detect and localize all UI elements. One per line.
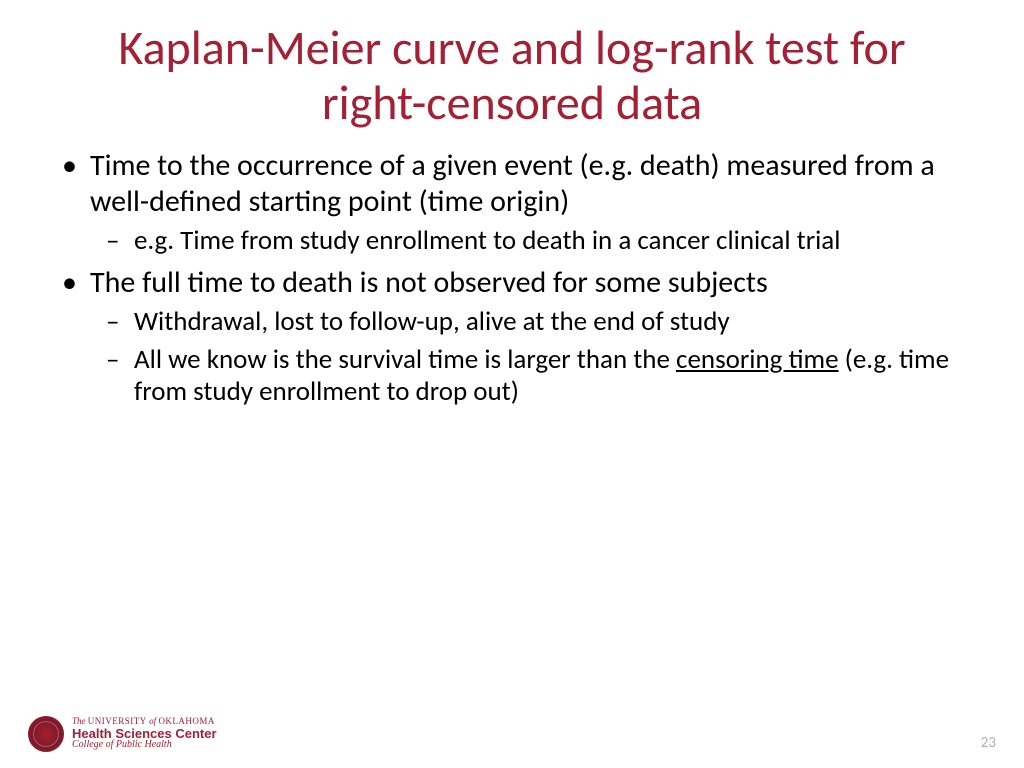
bullet-item: The full time to death is not observed f… [90, 265, 974, 408]
university-logo: The UNIVERSITY of OKLAHOMA Health Scienc… [28, 716, 217, 752]
slide-footer: The UNIVERSITY of OKLAHOMA Health Scienc… [28, 716, 996, 752]
bullet-list: Time to the occurrence of a given event … [50, 148, 974, 408]
bullet-text: The full time to death is not observed f… [90, 264, 768, 301]
sub-bullet-item: All we know is the survival time is larg… [134, 344, 974, 408]
sub-bullet-text-part: All we know is the survival time is larg… [134, 343, 676, 376]
sub-bullet-text: Withdrawal, lost to follow-up, alive at … [134, 305, 730, 338]
logo-text-block: The UNIVERSITY of OKLAHOMA Health Scienc… [72, 717, 217, 751]
sub-bullet-item: Withdrawal, lost to follow-up, alive at … [134, 306, 974, 338]
logo-text-part: The [72, 716, 88, 726]
underlined-term: censoring time [676, 343, 839, 376]
slide-body: Time to the occurrence of a given event … [50, 148, 974, 408]
bullet-item: Time to the occurrence of a given event … [90, 148, 974, 257]
bullet-text: Time to the occurrence of a given event … [90, 147, 935, 219]
page-number: 23 [981, 734, 996, 752]
sub-bullet-list: Withdrawal, lost to follow-up, alive at … [90, 306, 974, 408]
sub-bullet-item: e.g. Time from study enrollment to death… [134, 225, 974, 257]
logo-line-2: Health Sciences Center [72, 727, 217, 741]
logo-text-part: UNIVERSITY [88, 716, 149, 726]
sub-bullet-text: e.g. Time from study enrollment to death… [134, 224, 840, 257]
logo-text-part: OKLAHOMA [158, 716, 215, 726]
slide: Kaplan-Meier curve and log-rank test for… [0, 0, 1024, 768]
logo-line-3: College of Public Health [72, 740, 217, 751]
slide-title: Kaplan-Meier curve and log-rank test for… [50, 20, 974, 130]
sub-bullet-list: e.g. Time from study enrollment to death… [90, 225, 974, 257]
university-seal-icon [28, 716, 64, 752]
